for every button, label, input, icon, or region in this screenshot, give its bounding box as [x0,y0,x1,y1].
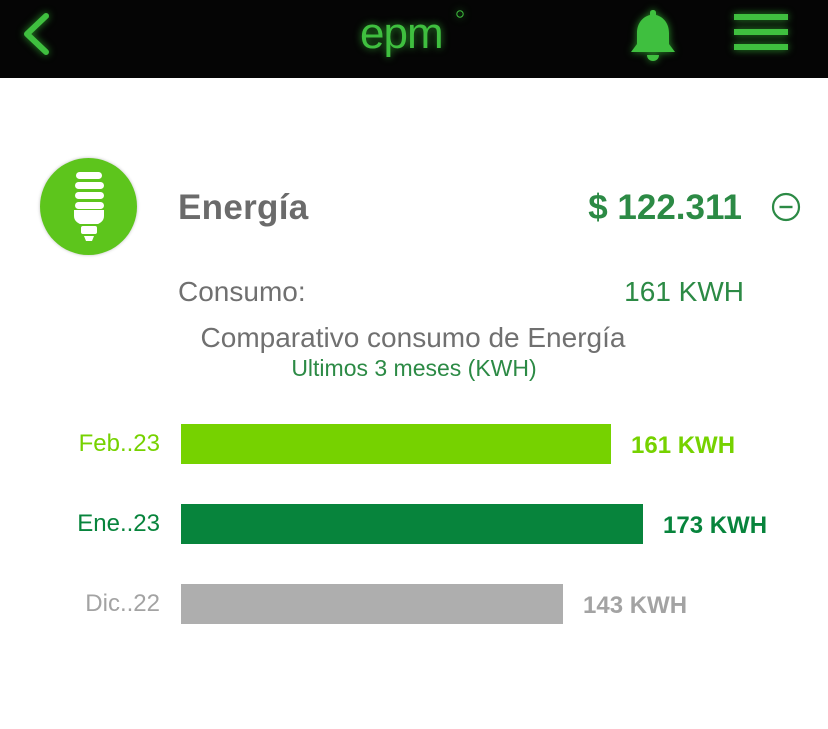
logo-text: epm [360,9,443,58]
energy-service-icon [40,158,137,255]
chevron-left-icon[interactable] [18,10,58,58]
chart-bar [181,504,643,544]
chart-row: Dic..22 143 KWH [0,584,828,624]
chart-bar [181,424,611,464]
lightbulb-icon [74,172,104,241]
minus-circle-icon[interactable] [770,191,802,223]
chart-value-label: 173 KWH [663,512,768,539]
chart-title: Comparativo consumo de Energía [0,322,828,354]
chart-title-text: Comparativo consumo de Energía [200,322,626,353]
chart-category-label: Dic..22 [85,590,160,617]
chart-value-label: 143 KWH [583,592,688,619]
chart-category-label: Ene..23 [77,510,160,537]
service-name: Energía [178,188,309,227]
chart-subtitle: Ultimos 3 meses (KWH) [291,355,537,381]
chart-row: Ene..23 173 KWH [0,504,828,544]
epm-logo[interactable]: epm [360,8,468,60]
chart-value-label: 161 KWH [631,432,736,459]
chart-bar [181,584,563,624]
hamburger-menu-icon[interactable] [732,12,792,54]
consumption-label: Consumo: [178,276,306,307]
service-amount: $ 122.311 [588,188,742,227]
chart-category-label: Feb..23 [78,430,160,457]
top-app-bar: epm [0,0,828,78]
bell-icon[interactable] [628,6,678,62]
consumption-value: 161 KWH [624,276,744,307]
chart-row: Feb..23 161 KWH [0,424,828,464]
